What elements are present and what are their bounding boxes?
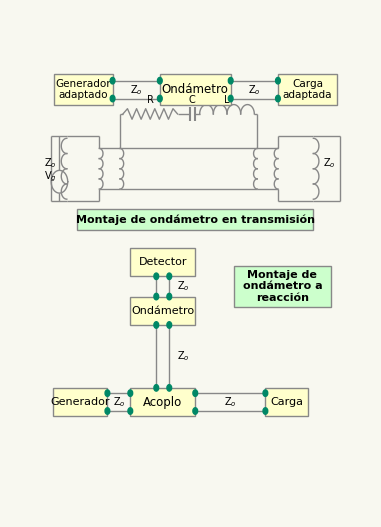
Circle shape bbox=[275, 77, 280, 84]
Circle shape bbox=[167, 273, 172, 279]
Circle shape bbox=[263, 408, 268, 414]
Circle shape bbox=[154, 385, 158, 391]
Text: L: L bbox=[224, 95, 230, 105]
Text: Montaje de ondámetro en transmisión: Montaje de ondámetro en transmisión bbox=[76, 214, 315, 225]
Circle shape bbox=[128, 390, 133, 396]
Text: Z$_o$: Z$_o$ bbox=[177, 279, 189, 294]
Circle shape bbox=[128, 408, 133, 414]
Text: Ondámetro: Ondámetro bbox=[162, 83, 229, 96]
Text: Generador: Generador bbox=[50, 397, 110, 407]
Text: V$_g$: V$_g$ bbox=[44, 170, 57, 184]
Text: Carga: Carga bbox=[270, 397, 303, 407]
Circle shape bbox=[167, 294, 172, 300]
Circle shape bbox=[228, 95, 233, 102]
Text: Carga
adaptada: Carga adaptada bbox=[283, 79, 332, 101]
FancyBboxPatch shape bbox=[278, 74, 337, 105]
Text: Z$_o$: Z$_o$ bbox=[177, 349, 189, 363]
Circle shape bbox=[105, 408, 110, 414]
Text: C: C bbox=[189, 95, 196, 105]
Circle shape bbox=[154, 273, 158, 279]
Text: Generador
adaptado: Generador adaptado bbox=[55, 79, 111, 101]
Text: Z$_o$: Z$_o$ bbox=[323, 156, 336, 170]
FancyBboxPatch shape bbox=[130, 297, 195, 325]
Text: Montaje de
ondámetro a
reacción: Montaje de ondámetro a reacción bbox=[243, 270, 322, 303]
Circle shape bbox=[157, 77, 162, 84]
Text: Z$_o$: Z$_o$ bbox=[112, 395, 125, 409]
FancyBboxPatch shape bbox=[77, 209, 314, 230]
Circle shape bbox=[110, 95, 115, 102]
Circle shape bbox=[193, 408, 198, 414]
FancyBboxPatch shape bbox=[53, 74, 113, 105]
Circle shape bbox=[154, 294, 158, 300]
Circle shape bbox=[105, 390, 110, 396]
Text: Ondámetro: Ondámetro bbox=[131, 306, 194, 316]
Circle shape bbox=[228, 77, 233, 84]
Text: Z$_o$: Z$_o$ bbox=[130, 83, 142, 96]
Text: Detector: Detector bbox=[139, 257, 187, 267]
Circle shape bbox=[167, 321, 172, 328]
FancyBboxPatch shape bbox=[53, 388, 107, 416]
Circle shape bbox=[193, 390, 198, 396]
FancyBboxPatch shape bbox=[130, 388, 195, 416]
FancyBboxPatch shape bbox=[160, 74, 231, 105]
Circle shape bbox=[167, 385, 172, 391]
Circle shape bbox=[154, 321, 158, 328]
Text: R: R bbox=[147, 95, 154, 105]
FancyBboxPatch shape bbox=[266, 388, 308, 416]
Text: Z$_o$: Z$_o$ bbox=[224, 395, 237, 409]
Text: Z$_o$: Z$_o$ bbox=[44, 156, 57, 170]
Circle shape bbox=[263, 390, 268, 396]
Text: Acoplo: Acoplo bbox=[143, 396, 182, 408]
FancyBboxPatch shape bbox=[234, 266, 331, 307]
Circle shape bbox=[157, 95, 162, 102]
FancyBboxPatch shape bbox=[130, 248, 195, 276]
Circle shape bbox=[110, 77, 115, 84]
Circle shape bbox=[275, 95, 280, 102]
Text: Z$_o$: Z$_o$ bbox=[248, 83, 261, 96]
